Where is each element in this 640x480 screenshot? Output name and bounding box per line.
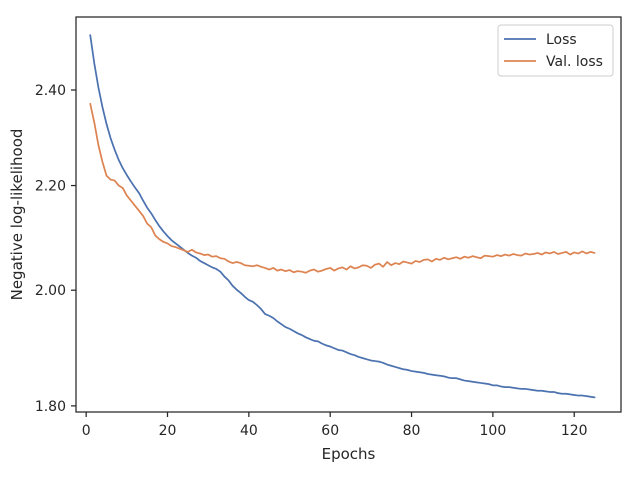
series-line-loss [89,34,596,399]
y-axis-label: Negative log-likelihood [8,129,26,301]
plot-frame [75,16,622,413]
legend-label-loss: Loss [546,32,577,48]
y-tick-label: 1.80 [35,399,66,415]
x-tick-label: 100 [480,423,507,439]
x-axis-label: Epochs [322,445,376,463]
x-tick-label: 120 [561,423,588,439]
y-axis: 1.80 2.00 2.20 2.40 [35,83,76,415]
y-tick-label: 2.00 [35,283,66,299]
plot-area [89,34,596,399]
y-tick-label: 2.40 [35,83,66,99]
x-tick-label: 40 [240,423,258,439]
legend: Loss Val. loss [497,24,614,77]
x-tick-label: 0 [82,423,91,439]
legend-label-val-loss: Val. loss [546,54,603,70]
x-tick-label: 80 [403,423,421,439]
legend-box [497,24,614,77]
x-tick-label: 60 [321,423,339,439]
series-line-val-loss [89,102,596,274]
x-tick-label: 20 [159,423,177,439]
y-tick-label: 2.20 [35,179,66,195]
x-axis: 0 20 40 60 80 100 120 [82,412,588,439]
